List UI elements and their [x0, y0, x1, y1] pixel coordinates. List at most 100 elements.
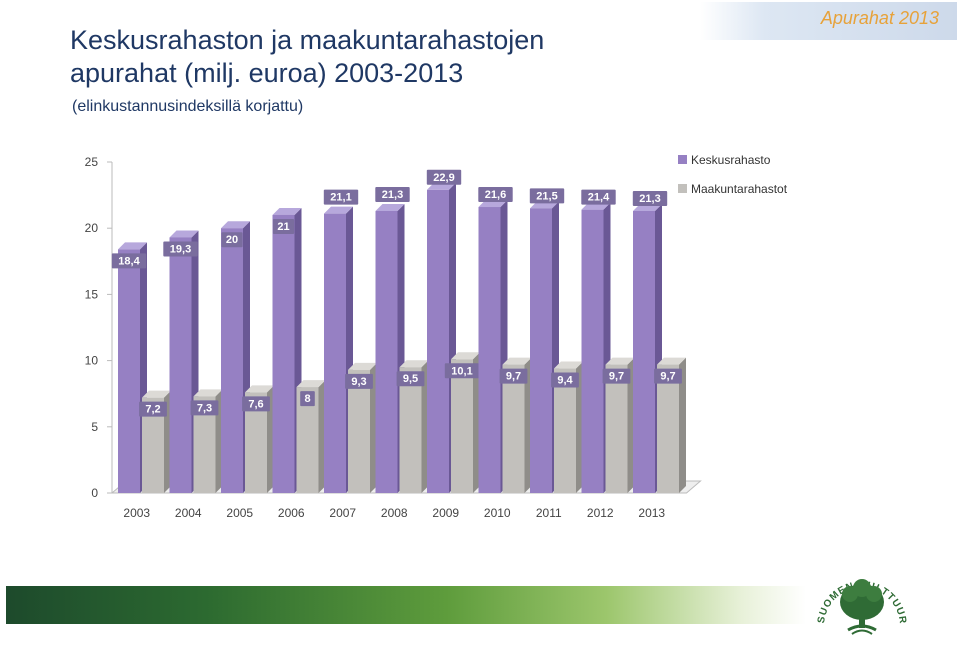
bar-keskusrahasto-top [324, 206, 353, 214]
bar-keskusrahasto [118, 242, 147, 493]
bar-keskusrahasto-top [375, 203, 405, 211]
bar-keskusrahasto-top [221, 221, 250, 229]
bar-maakuntarahastot [296, 380, 326, 493]
bar-maakuntarahastot-front [296, 387, 319, 493]
bar-maakuntarahastot-side [473, 352, 480, 493]
corner-label: Apurahat 2013 [820, 8, 939, 28]
bar-keskusrahasto-front [581, 209, 604, 493]
bar-maakuntarahastot [399, 360, 429, 493]
bar-chart: 0 5 10 15 20 25 2003 2004 2005 2006 2007 2008 2009 20… [85, 153, 788, 520]
y-tick-label: 10 [85, 354, 99, 368]
data-label-bg [654, 368, 682, 384]
data-label: 9,7 [609, 371, 624, 383]
data-label-bg [111, 253, 147, 269]
bar-maakuntarahastot-side [370, 362, 377, 493]
data-label: 7,2 [145, 404, 160, 416]
data-label-bg [272, 218, 295, 234]
bar-maakuntarahastot-top [142, 390, 171, 398]
data-label-bg [396, 371, 425, 387]
data-label-bg [551, 372, 579, 388]
data-label-bg [345, 373, 373, 389]
y-tick-label: 25 [85, 155, 99, 169]
foundation-logo: SUOMEN KULTTUURIRAHASTO [812, 564, 907, 635]
data-label-bg [323, 189, 359, 205]
data-label: 9,7 [506, 371, 521, 383]
x-tick-label: 2006 [278, 506, 305, 520]
data-label: 21,4 [588, 192, 610, 204]
bar-keskusrahasto-front [118, 249, 140, 493]
bar-maakuntarahastot-side [421, 360, 429, 493]
data-label-bg [300, 391, 315, 407]
data-label-bg [529, 188, 565, 204]
bar-keskusrahasto-top [272, 207, 302, 215]
y-tick-label: 5 [91, 420, 98, 434]
tree-icon [840, 579, 884, 635]
data-label: 21,3 [639, 193, 660, 205]
bar-maakuntarahastot-top [399, 360, 429, 368]
bar-maakuntarahastot-side [679, 357, 686, 493]
bar-keskusrahasto-front [221, 228, 243, 493]
bar-maakuntarahastot-front [554, 368, 576, 493]
bar-maakuntarahastot-front [657, 364, 679, 493]
data-label-bg [581, 189, 616, 205]
bar-maakuntarahastot-side [267, 385, 274, 493]
data-label: 9,7 [660, 371, 675, 383]
x-tick-label: 2012 [587, 506, 614, 520]
bar-maakuntarahastot-top [657, 357, 686, 365]
x-tick-label: 2013 [638, 506, 665, 520]
bar-keskusrahasto-front [375, 210, 398, 493]
data-label: 9,3 [351, 376, 366, 388]
data-label-bg [163, 241, 198, 257]
bar-keskusrahasto-top [169, 230, 199, 238]
data-label: 7,3 [197, 402, 212, 414]
x-tick-label: 2009 [432, 506, 459, 520]
data-label-bg [478, 187, 513, 203]
bar-keskusrahasto-front [478, 207, 501, 494]
data-label-bg [242, 396, 270, 412]
y-tick-label: 15 [85, 287, 99, 301]
x-tick-label: 2005 [226, 506, 253, 520]
x-tick-label: 2010 [484, 506, 511, 520]
bar-keskusrahasto-front [633, 210, 655, 493]
bar-maakuntarahastot-top [348, 362, 377, 370]
bar-maakuntarahastot-front [605, 364, 628, 493]
bar-keskusrahasto [272, 207, 302, 493]
data-label: 10,1 [451, 365, 472, 377]
bar-maakuntarahastot [554, 361, 583, 493]
bar-maakuntarahastot-front [193, 396, 216, 493]
chart-title: Keskusrahaston ja maakuntarahastojen apu… [70, 25, 545, 88]
bar-maakuntarahastot-top [245, 385, 274, 393]
bar-keskusrahasto-front [530, 208, 552, 493]
bar-maakuntarahastot-top [605, 357, 635, 365]
legend-swatch [678, 184, 687, 193]
bar-maakuntarahastot-side [627, 357, 635, 493]
bar-maakuntarahastot-top [451, 352, 480, 360]
bar-maakuntarahastot-front [451, 359, 473, 493]
bar-maakuntarahastot [451, 352, 480, 493]
corner-banner: Apurahat 2013 [700, 2, 957, 40]
x-tick-label: 2004 [175, 506, 202, 520]
bar-maakuntarahastot-front [245, 392, 267, 493]
bar-maakuntarahastot [502, 357, 532, 493]
data-label-bg [499, 368, 528, 384]
bar-maakuntarahastot-top [193, 389, 223, 397]
bar-maakuntarahastot [245, 385, 274, 493]
y-tick-label: 0 [91, 486, 98, 500]
data-label: 21,3 [382, 189, 403, 201]
data-label-bg [632, 190, 668, 206]
data-label-bg [221, 232, 243, 248]
x-tick-label: 2007 [329, 506, 356, 520]
chart-subtitle: (elinkustannusindeksillä korjattu) [72, 98, 304, 115]
data-label: 20 [226, 234, 238, 246]
x-tick-label: 2008 [381, 506, 408, 520]
bar-maakuntarahastot-side [576, 361, 583, 493]
data-label: 7,6 [248, 398, 263, 410]
data-label: 21 [277, 221, 289, 233]
bar-keskusrahasto-front [272, 214, 295, 493]
data-label: 9,5 [403, 373, 418, 385]
bar-maakuntarahastot-front [399, 367, 422, 493]
chart-legend: Keskusrahasto Maakuntarahastot [678, 153, 788, 196]
footer-gradient-bar [6, 586, 806, 624]
data-label-bg [426, 169, 462, 185]
bar-keskusrahasto-front [169, 237, 192, 493]
